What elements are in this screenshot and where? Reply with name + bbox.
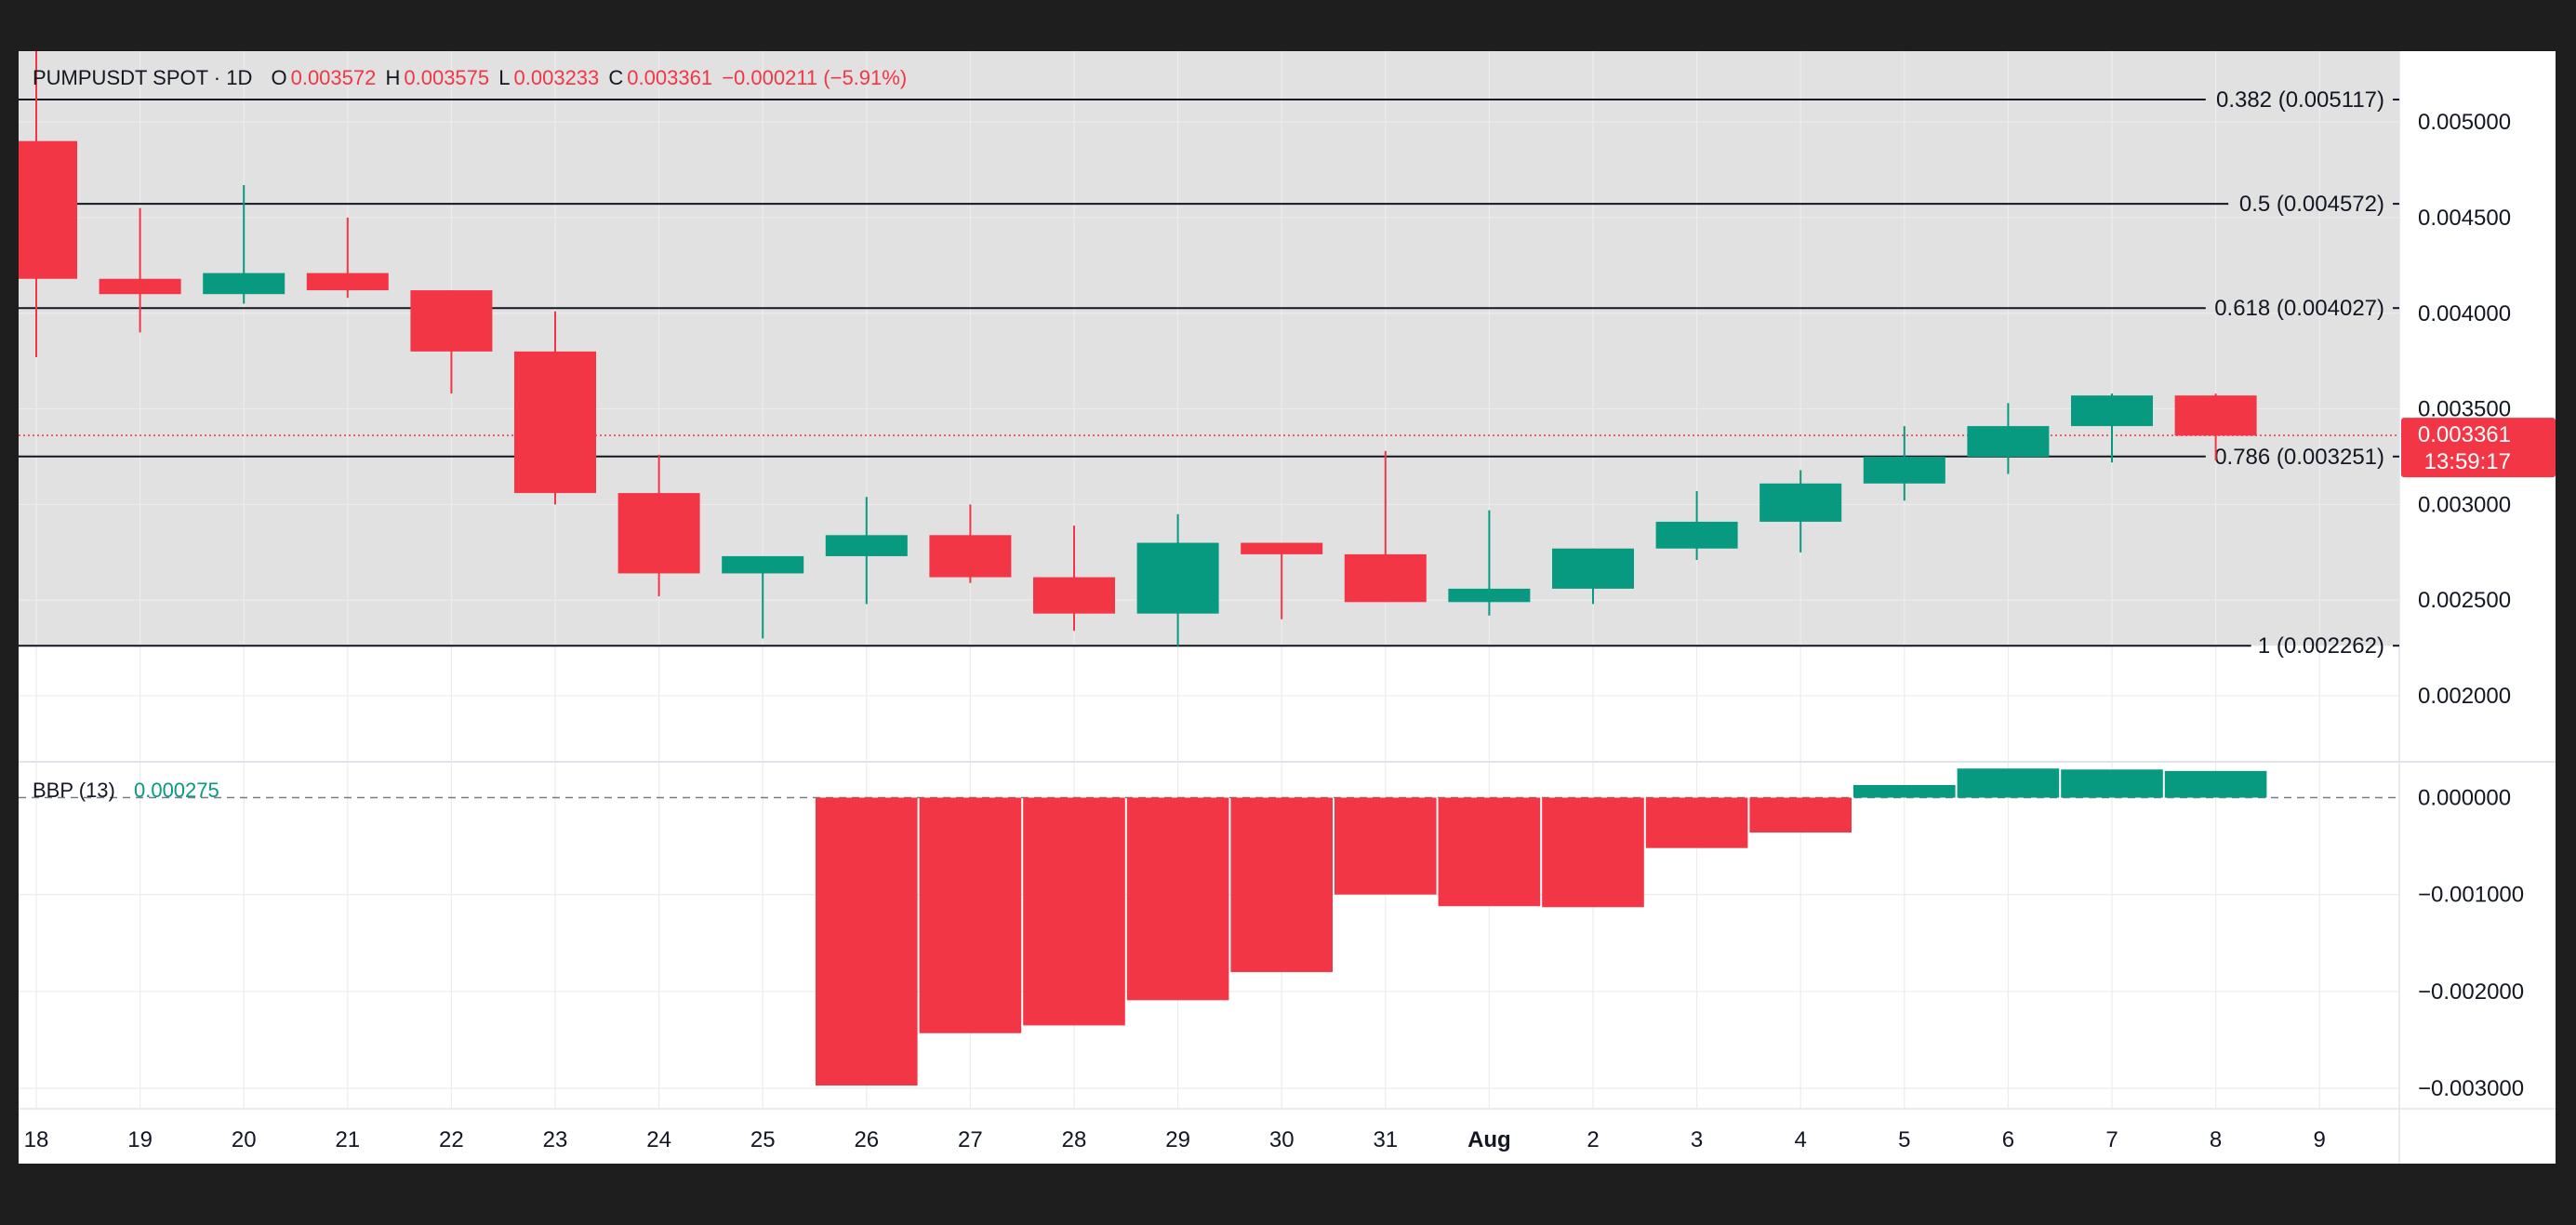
candle-body[interactable]	[1552, 548, 1634, 589]
time-axis-label: 28	[1062, 1127, 1087, 1152]
candle-body[interactable]	[1136, 542, 1219, 614]
bbp-bar[interactable]	[1542, 797, 1644, 908]
time-axis-label: 2	[1587, 1127, 1599, 1152]
chart-panel[interactable]: 0.382 (0.005117) 0.5 (0.004572) 0.618 (0.0…	[19, 51, 2556, 1164]
bbp-bar[interactable]	[1230, 797, 1333, 973]
bbp-bar[interactable]	[1853, 784, 1956, 798]
price-axis-label: 0.004000	[2418, 301, 2511, 326]
candle-body[interactable]	[1344, 553, 1427, 603]
chart-svg[interactable]: 0.382 (0.005117) 0.5 (0.004572) 0.618 (0.0…	[19, 51, 2556, 1164]
fib-level-label: 0.618 (0.004027)	[2214, 296, 2384, 321]
bbp-bar[interactable]	[2164, 770, 2267, 798]
close-label: C	[608, 66, 624, 89]
time-axis-label: 19	[127, 1127, 153, 1152]
open-label: O	[271, 66, 287, 89]
bar-countdown: 13:59:17	[2424, 449, 2511, 474]
time-axis-label: 9	[2314, 1127, 2326, 1152]
time-axis-label: Aug	[1467, 1127, 1511, 1152]
high-label: H	[385, 66, 401, 89]
price-axis-label: 0.004500	[2418, 206, 2511, 231]
bbp-bar[interactable]	[919, 797, 1022, 1033]
low-value: 0.003233	[513, 66, 600, 89]
price-axis-label: 0.002500	[2418, 588, 2511, 613]
candle-body[interactable]	[410, 290, 493, 352]
time-axis-label: 29	[1165, 1127, 1190, 1152]
low-label: L	[498, 66, 511, 89]
fib-level-label: 0.786 (0.003251)	[2214, 445, 2384, 470]
candle-body[interactable]	[1655, 521, 1738, 549]
candle-body[interactable]	[825, 535, 908, 556]
fib-level-label: 0.5 (0.004572)	[2239, 192, 2384, 217]
time-axis-label: 4	[1795, 1127, 1807, 1152]
candle-body[interactable]	[19, 140, 77, 279]
indicator-legend: BBP (13) 0.000275	[33, 779, 223, 803]
time-axis-label: 23	[543, 1127, 568, 1152]
price-axis-label: 0.003000	[2418, 492, 2511, 517]
time-axis-label: 24	[646, 1127, 671, 1152]
indicator-value: 0.000275	[133, 779, 219, 802]
candle-body[interactable]	[2071, 395, 2153, 427]
time-axis-label: 20	[232, 1127, 257, 1152]
bbp-bar[interactable]	[816, 797, 918, 1086]
bbp-bar[interactable]	[1957, 768, 2060, 798]
bbp-bar[interactable]	[1749, 797, 1852, 833]
price-axis-label: 0.005000	[2418, 110, 2511, 135]
price-legend: PUMPUSDT SPOT · 1D O 0.003572 H 0.003575 L…	[33, 66, 910, 90]
price-axis-label: 0.003500	[2418, 397, 2511, 422]
candle-body[interactable]	[1033, 577, 1115, 614]
time-axis-label: 3	[1691, 1127, 1703, 1152]
time-axis-label: 6	[2002, 1127, 2014, 1152]
close-value: 0.003361	[627, 66, 713, 89]
candle-body[interactable]	[99, 278, 181, 295]
last-price-tag	[2401, 418, 2556, 478]
indicator-axis-label: −0.001000	[2418, 883, 2524, 908]
symbol-label: PUMPUSDT SPOT · 1D	[33, 66, 253, 89]
time-axis-label: 27	[958, 1127, 983, 1152]
candle-body[interactable]	[1863, 457, 1945, 484]
candle-body[interactable]	[929, 535, 1012, 578]
time-axis-label: 26	[854, 1127, 879, 1152]
bbp-bar[interactable]	[1645, 797, 1748, 848]
high-value: 0.003575	[404, 66, 490, 89]
fib-level-label: 0.382 (0.005117)	[2216, 87, 2384, 113]
candle-body[interactable]	[1759, 483, 1842, 522]
candle-body[interactable]	[1241, 542, 1323, 554]
indicator-axis-label: −0.003000	[2418, 1076, 2524, 1101]
candle-body[interactable]	[1448, 588, 1531, 603]
bbp-bar[interactable]	[1334, 797, 1437, 895]
candle-body[interactable]	[2174, 395, 2257, 436]
bbp-bar[interactable]	[1126, 797, 1229, 1001]
candle-body[interactable]	[514, 351, 596, 494]
time-axis-label: 5	[1898, 1127, 1910, 1152]
bbp-bar[interactable]	[1023, 797, 1125, 1026]
candle-body[interactable]	[617, 493, 700, 574]
time-axis-label: 22	[439, 1127, 464, 1152]
time-axis-label: 21	[335, 1127, 360, 1152]
bbp-bar[interactable]	[1438, 797, 1541, 907]
price-axis-label: 0.002000	[2418, 684, 2511, 709]
indicator-axis-label: 0.000000	[2418, 786, 2511, 811]
indicator-axis-label: −0.002000	[2418, 979, 2524, 1005]
last-price-value: 0.003361	[2418, 422, 2511, 447]
bbp-bar[interactable]	[2061, 769, 2163, 798]
time-axis-label: 7	[2105, 1127, 2118, 1152]
time-axis-label: 31	[1373, 1127, 1398, 1152]
candle-body[interactable]	[722, 555, 804, 574]
time-axis-label: 18	[24, 1127, 49, 1152]
time-axis-label: 25	[750, 1127, 776, 1152]
fib-level-label: 1 (0.002262)	[2258, 633, 2384, 659]
candle-body[interactable]	[306, 273, 389, 291]
candle-body[interactable]	[203, 273, 285, 295]
open-value: 0.003572	[290, 66, 377, 89]
indicator-name: BBP (13)	[33, 779, 115, 802]
time-axis-label: 30	[1269, 1127, 1295, 1152]
time-axis-label: 8	[2210, 1127, 2222, 1152]
candle-body[interactable]	[1967, 426, 2050, 457]
change-value: −0.000211 (−5.91%)	[722, 66, 908, 89]
